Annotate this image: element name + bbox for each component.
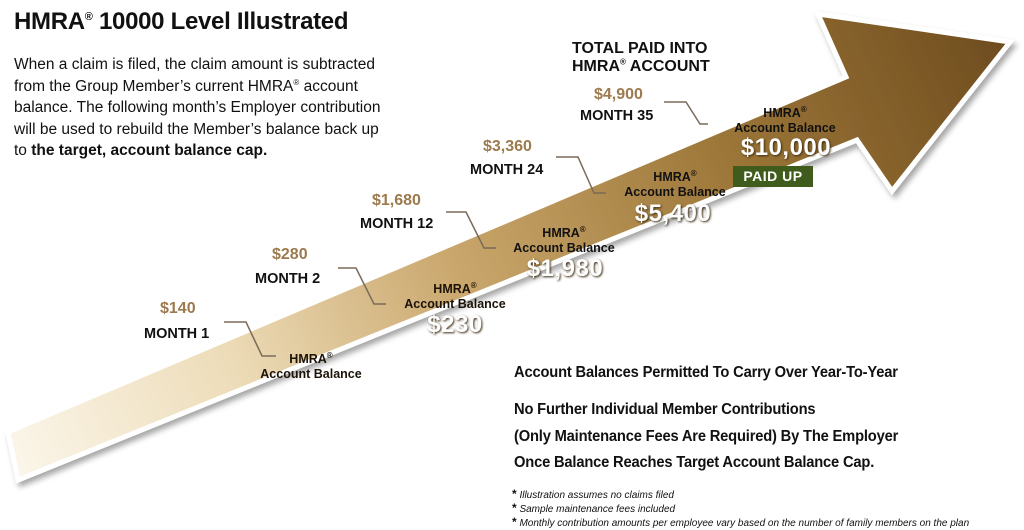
step-amount: $3,360 (483, 138, 532, 155)
account-balance-value: $230 (427, 311, 483, 338)
note-line: Once Balance Reaches Target Account Bala… (514, 454, 875, 471)
step-month: MONTH 12 (360, 216, 434, 232)
note-line: No Further Individual Member Contributio… (514, 401, 816, 418)
note-line: (Only Maintenance Fees Are Required) By … (514, 428, 899, 445)
account-balance-label: HMRA® Account Balance (624, 168, 726, 199)
step-amount: $4,900 (594, 86, 643, 103)
step-amount: $280 (272, 246, 308, 263)
footnote: * Monthly contribution amounts per emplo… (512, 515, 970, 529)
account-balance-value: $5,400 (634, 200, 712, 227)
connector-line-5 (664, 101, 708, 125)
connector-line-4 (556, 156, 606, 194)
page-title: HMRA® 10000 Level Illustrated (14, 8, 349, 35)
connector-line-1 (224, 321, 276, 357)
connector-line-2 (338, 267, 386, 305)
account-balance-label: HMRA® Account Balance (734, 104, 836, 135)
account-balance-label: HMRA® Account Balance (404, 280, 506, 311)
total-paid-heading: TOTAL PAID INTO HMRA® ACCOUNT (572, 40, 710, 75)
footnote: * Sample maintenance fees included (512, 501, 676, 515)
account-balance-label: HMRA® Account Balance (513, 224, 615, 255)
step-amount: $1,680 (372, 192, 421, 209)
step-month: MONTH 35 (580, 108, 654, 124)
note-carry-over: Account Balances Permitted To Carry Over… (514, 364, 898, 381)
connector-line-3 (446, 211, 496, 249)
step-month: MONTH 2 (255, 271, 321, 287)
step-amount: $140 (160, 300, 196, 317)
description-paragraph: When a claim is filed, the claim amount … (14, 56, 381, 159)
step-month: MONTH 1 (144, 326, 210, 342)
paid-up-badge: PAID UP (733, 166, 813, 187)
account-balance-value: $10,000 (740, 134, 832, 161)
account-balance-value: $1,980 (526, 255, 604, 282)
arrow-body (5, 10, 1015, 484)
footnote: * Illustration assumes no claims filed (512, 487, 674, 501)
account-balance-label: HMRA® Account Balance (260, 350, 362, 381)
step-month: MONTH 24 (470, 162, 544, 178)
